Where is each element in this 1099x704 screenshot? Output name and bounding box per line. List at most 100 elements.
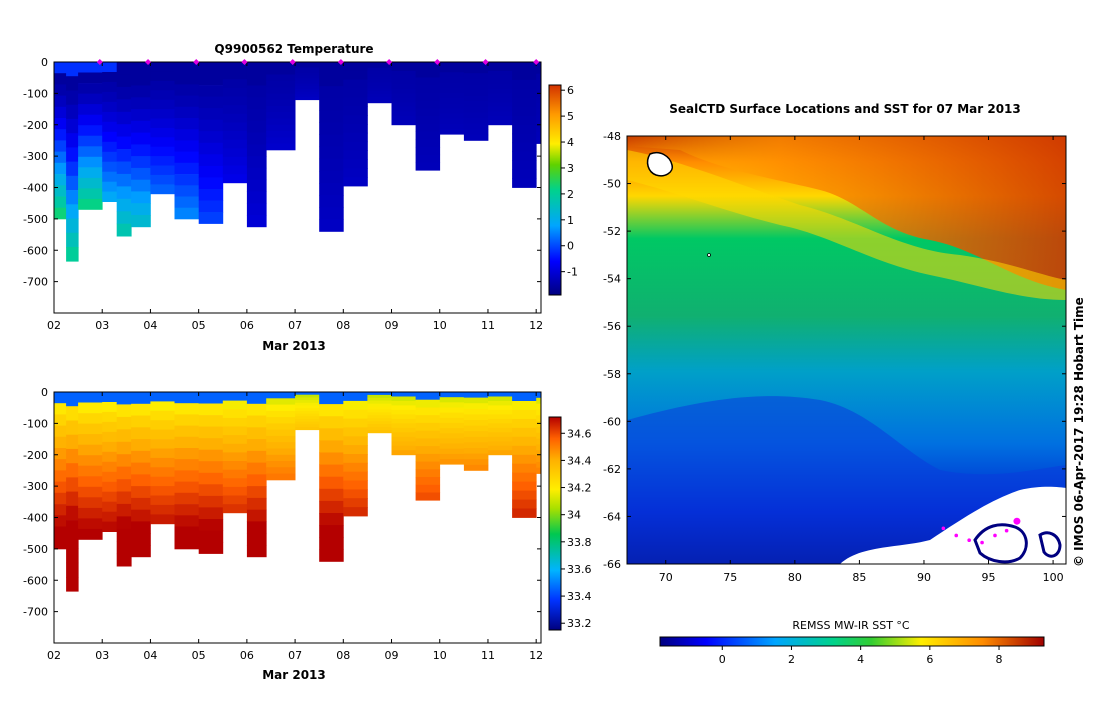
profile-cell <box>367 418 392 422</box>
profile-cell <box>78 497 103 509</box>
profile-cell <box>463 408 489 415</box>
profile-cell <box>463 67 489 74</box>
lon-tick-label: 100 <box>1043 571 1064 584</box>
profile-cell <box>131 73 151 86</box>
profile-cell <box>463 129 489 136</box>
profile-cell <box>266 131 296 138</box>
profile-cell <box>415 85 441 94</box>
temperature-panel: Q9900562 Temperature 0 -100 -200 -300 -400 -5… <box>23 42 578 353</box>
profile-cell <box>439 123 465 130</box>
profile-cell <box>66 406 79 421</box>
profile-cell <box>415 162 441 171</box>
profile-cell <box>367 94 392 98</box>
profile-cell <box>66 76 79 91</box>
profile-cell <box>512 151 537 161</box>
colorbar-tick-label: 5 <box>567 110 574 123</box>
profile-cell <box>66 190 79 205</box>
profile-cell <box>54 470 67 482</box>
profile-cell <box>150 90 175 100</box>
profile-cell <box>174 106 199 119</box>
profile-cell <box>463 464 489 471</box>
profile-cell <box>488 88 513 94</box>
profile-cell <box>512 490 537 500</box>
profile-cell <box>116 111 132 125</box>
profile-cell <box>131 191 151 204</box>
profile-cell <box>367 76 392 80</box>
x-tick-label: 02 <box>47 649 61 662</box>
profile-cell <box>488 427 513 433</box>
profile-cell <box>102 392 118 403</box>
profile-cell <box>54 207 67 220</box>
profile-cell <box>488 106 513 112</box>
profile-cell <box>102 441 118 453</box>
profile-cell <box>367 397 392 402</box>
profile-cell <box>66 577 79 592</box>
salinity-profiles <box>54 392 542 592</box>
profile-cell <box>367 421 392 425</box>
profile-cell <box>246 415 267 428</box>
profile-cell <box>78 476 103 488</box>
profile-cell <box>536 467 542 474</box>
map-longitude-axis: 70 75 80 85 90 95 100 <box>659 136 1064 584</box>
profile-cell <box>222 469 248 479</box>
profile-cell <box>246 97 267 110</box>
profile-cell <box>415 100 441 109</box>
profile-cell <box>116 528 132 542</box>
profile-cell <box>54 436 67 449</box>
profile-cell <box>319 549 344 562</box>
x-tick-label: 11 <box>481 649 495 662</box>
colorbar-tick-label: 6 <box>567 84 574 97</box>
profile-cell <box>174 448 199 460</box>
profile-cell <box>150 429 175 440</box>
profile-cell <box>131 203 151 216</box>
profile-cell <box>131 167 151 181</box>
profile-cell <box>78 455 103 467</box>
lon-tick-label: 85 <box>852 571 866 584</box>
colorbar-tick-label: 4 <box>567 136 574 149</box>
profile-cell <box>174 425 199 438</box>
profile-cell <box>295 75 320 79</box>
profile-cell <box>367 91 392 95</box>
profile-cell <box>78 167 103 179</box>
x-tick-label: 06 <box>240 649 254 662</box>
profile-cell <box>415 131 441 140</box>
x-tick-label: 07 <box>288 649 302 662</box>
profile-cell <box>174 436 199 449</box>
profile-cell <box>319 158 344 172</box>
profile-cell <box>295 405 320 409</box>
profile-cell <box>415 139 441 148</box>
profile-cell <box>174 504 199 516</box>
profile-cell <box>512 178 537 188</box>
profile-cell <box>66 204 79 219</box>
profile-cell <box>512 418 537 429</box>
profile-cell <box>246 450 267 463</box>
temperature-y-axis: 0 -100 -200 -300 -400 -500 -600 -700 <box>23 56 541 289</box>
x-tick-label: 12 <box>529 319 543 332</box>
profile-cell <box>415 147 441 156</box>
profile-cell <box>66 420 79 436</box>
lon-tick-label: 70 <box>659 571 673 584</box>
profile-cell <box>415 438 441 447</box>
profile-cell <box>54 196 67 209</box>
profile-cell <box>319 134 344 148</box>
profile-cell <box>415 154 441 163</box>
profile-cell <box>131 144 151 157</box>
profile-cell <box>343 471 368 481</box>
y-tick-label: -600 <box>23 244 48 257</box>
profile-cell <box>295 408 320 412</box>
y-tick-label: -200 <box>23 449 48 462</box>
profile-cell <box>54 118 67 130</box>
profile-cell <box>295 418 320 422</box>
sst-colorbar-tick-label: 2 <box>788 653 795 666</box>
y-tick-label: -700 <box>23 276 48 289</box>
profile-cell <box>367 85 392 89</box>
profile-cell <box>391 445 416 451</box>
profile-cell <box>295 94 320 98</box>
profile-cell <box>54 185 67 197</box>
profile-cell <box>54 392 67 404</box>
lat-tick-label: -64 <box>603 510 621 523</box>
profile-cell <box>150 127 175 138</box>
profile-cell <box>198 484 224 497</box>
profile-cell <box>150 448 175 459</box>
profile-cell <box>78 444 103 456</box>
